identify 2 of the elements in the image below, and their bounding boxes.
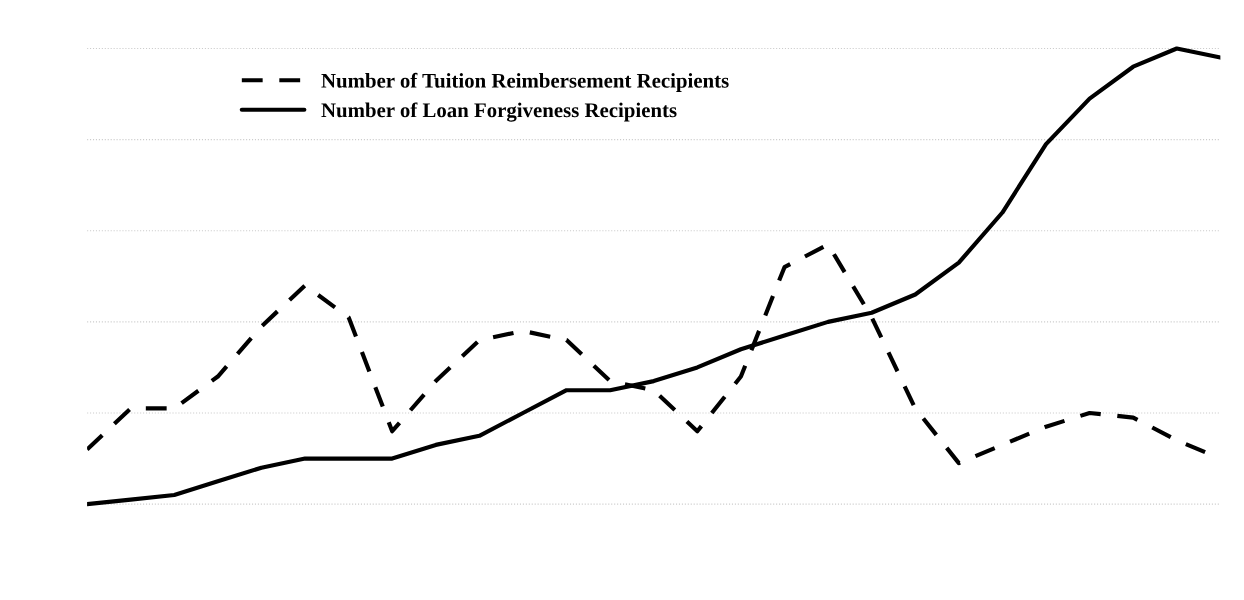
legend-label: Number of Tuition Reimbersement Recipients bbox=[321, 72, 729, 92]
legend-label: Number of Loan Forgiveness Recipients bbox=[321, 102, 677, 122]
